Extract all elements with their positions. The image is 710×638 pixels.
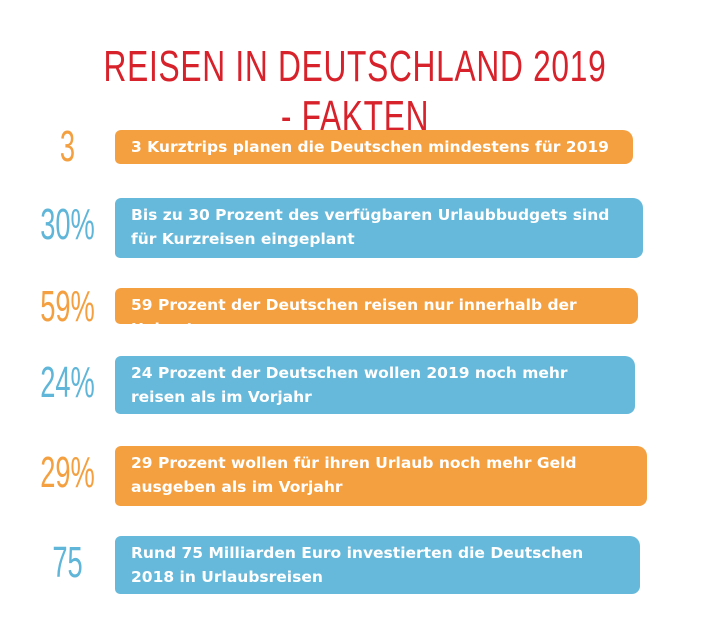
fact-value: 30% [40,200,95,249]
fact-value: 24% [40,358,95,407]
fact-text: Rund 75 Milliarden Euro investierten die… [115,536,640,594]
fact-text: 59 Prozent der Deutschen reisen nur inne… [115,288,638,338]
fact-value: 75 [52,538,83,587]
fact-value: 3 [59,122,76,171]
fact-text: 29 Prozent wollen für ihren Urlaub noch … [115,446,647,506]
fact-text: 3 Kurztrips planen die Deutschen mindest… [115,130,633,164]
fact-value: 29% [40,448,95,497]
fact-text: Bis zu 30 Prozent des verfügbaren Urlaub… [115,198,643,258]
fact-value: 59% [40,282,95,331]
page-title: REISEN IN DEUTSCHLAND 2019 - FAKTEN [103,42,607,141]
fact-text: 24 Prozent der Deutschen wollen 2019 noc… [115,356,635,414]
